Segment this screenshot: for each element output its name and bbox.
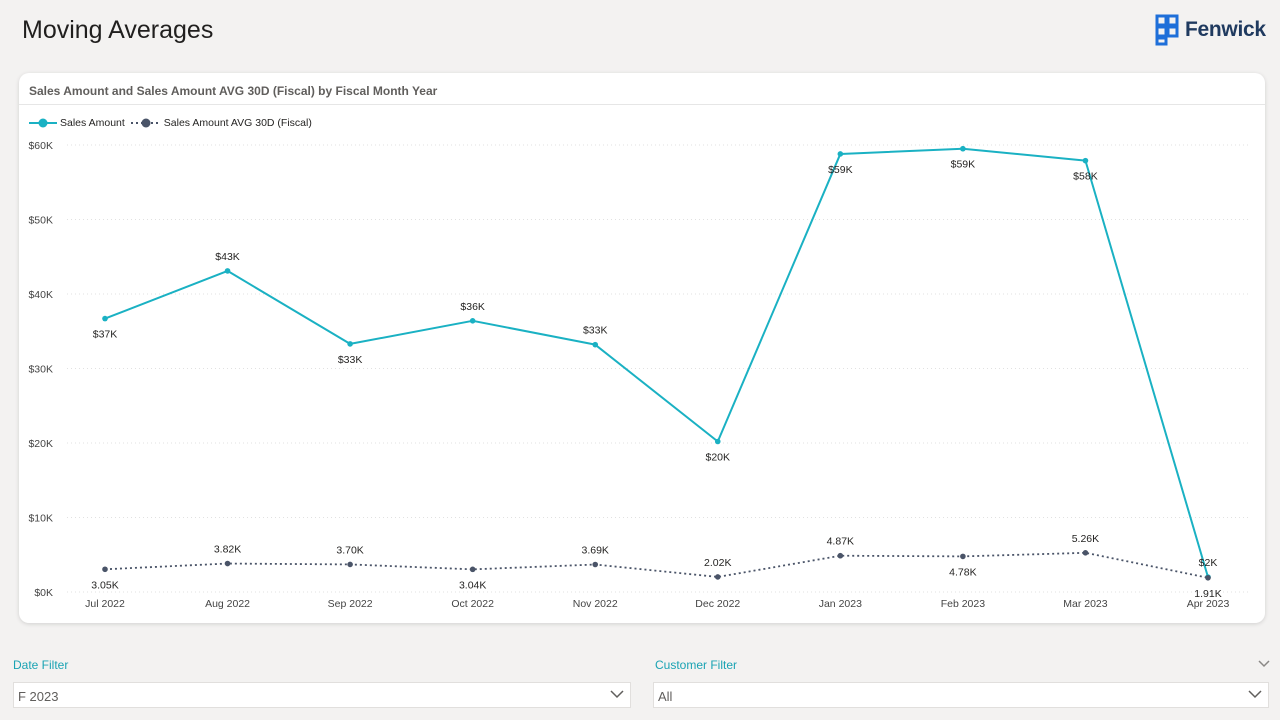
y-tick-label: $40K [28, 289, 53, 301]
data-point [960, 145, 966, 152]
data-label: $36K [460, 301, 485, 313]
customer-filter-label: Customer Filter [655, 658, 738, 672]
data-point [469, 318, 476, 324]
data-label: $33K [338, 354, 363, 366]
chevron-down-icon [1248, 690, 1262, 699]
data-label: 3.69K [581, 545, 608, 557]
data-point [1205, 574, 1211, 581]
x-tick-label: Jul 2022 [85, 598, 125, 610]
data-label: 3.70K [336, 544, 363, 556]
data-label: $33K [583, 325, 608, 337]
data-point [469, 566, 476, 573]
data-point [592, 561, 599, 568]
data-point [837, 552, 844, 559]
data-label: $2K [1199, 557, 1218, 569]
data-point [837, 151, 844, 157]
chevron-down-icon [610, 690, 624, 699]
y-tick-label: $0K [34, 587, 53, 599]
legend-item-sales-amount-avg[interactable]: Sales Amount AVG 30D (Fiscal) [130, 117, 312, 129]
data-label: 4.78K [949, 566, 976, 578]
customer-filter: Customer Filter [655, 658, 737, 672]
data-label: 3.04K [459, 579, 486, 591]
fenwick-logo-icon [1155, 14, 1179, 46]
x-tick-label: Aug 2022 [205, 598, 250, 610]
data-point [102, 315, 108, 322]
data-point [347, 341, 353, 347]
data-point [714, 574, 721, 580]
chart-title-divider [19, 104, 1265, 105]
legend-marker-dotted-icon [130, 118, 161, 128]
legend-marker-solid-icon [29, 118, 57, 128]
chart-legend: Sales Amount Sales Amount AVG 30D (Fisca… [29, 117, 318, 129]
x-tick-label: Oct 2022 [451, 598, 494, 610]
date-filter-value: F 2023 [18, 689, 59, 704]
data-point [102, 566, 108, 573]
data-point [592, 341, 599, 348]
data-label: $20K [706, 452, 731, 464]
legend-item-sales-amount[interactable]: Sales Amount [29, 117, 125, 129]
y-tick-label: $20K [28, 438, 53, 450]
data-label: 2.02K [704, 557, 731, 569]
customer-filter-dropdown[interactable]: All [653, 682, 1269, 708]
data-label: 4.87K [827, 536, 854, 548]
data-label: 5.26K [1072, 533, 1099, 545]
x-tick-label: Mar 2023 [1063, 598, 1108, 610]
data-point [960, 553, 966, 560]
x-tick-label: Nov 2022 [573, 598, 618, 610]
data-label: $59K [951, 159, 976, 171]
x-tick-label: Apr 2023 [1187, 598, 1230, 610]
data-label: $59K [828, 164, 853, 176]
y-tick-label: $60K [28, 140, 53, 152]
data-point [714, 438, 721, 445]
data-point [224, 560, 231, 567]
legend-label: Sales Amount [60, 117, 125, 129]
series-line-sales-amount-avg [104, 551, 1209, 579]
series-line-sales-amount [104, 147, 1209, 578]
brand-logo: Fenwick [1155, 14, 1266, 46]
data-label: 1.91K [1194, 588, 1221, 600]
x-tick-label: Sep 2022 [328, 598, 373, 610]
legend-label: Sales Amount AVG 30D (Fiscal) [163, 117, 312, 129]
chart-title: Sales Amount and Sales Amount AVG 30D (F… [29, 84, 438, 98]
customer-filter-value: All [658, 689, 673, 704]
data-point [347, 561, 353, 568]
date-filter-label: Date Filter [13, 658, 69, 672]
date-filter-dropdown[interactable]: F 2023 [13, 682, 631, 708]
date-filter: Date Filter [13, 658, 68, 672]
y-tick-label: $10K [28, 513, 53, 525]
collapse-chevron-icon[interactable] [1258, 660, 1270, 668]
x-tick-label: Dec 2022 [695, 598, 740, 610]
y-tick-label: $30K [28, 364, 53, 376]
x-tick-label: Feb 2023 [941, 598, 986, 610]
data-label: 3.82K [214, 544, 241, 556]
line-chart: $0K $10K $20K $30K $40K $50K $60K Jul 2022 Aug 2… [28, 140, 1251, 610]
data-point [1082, 157, 1089, 164]
page-title: Moving Averages [22, 16, 214, 44]
data-label: 3.05K [91, 579, 118, 591]
data-label: $58K [1073, 171, 1098, 183]
data-point [1082, 550, 1089, 556]
data-label: $43K [215, 251, 240, 263]
data-point [224, 268, 231, 274]
x-tick-label: Jan 2023 [819, 598, 862, 610]
data-label: $37K [93, 329, 118, 341]
y-tick-label: $50K [28, 215, 53, 227]
brand-name: Fenwick [1185, 18, 1266, 41]
chart-card: $0K $10K $20K $30K $40K $50K $60K Jul 2022 Aug 2… [19, 73, 1265, 623]
